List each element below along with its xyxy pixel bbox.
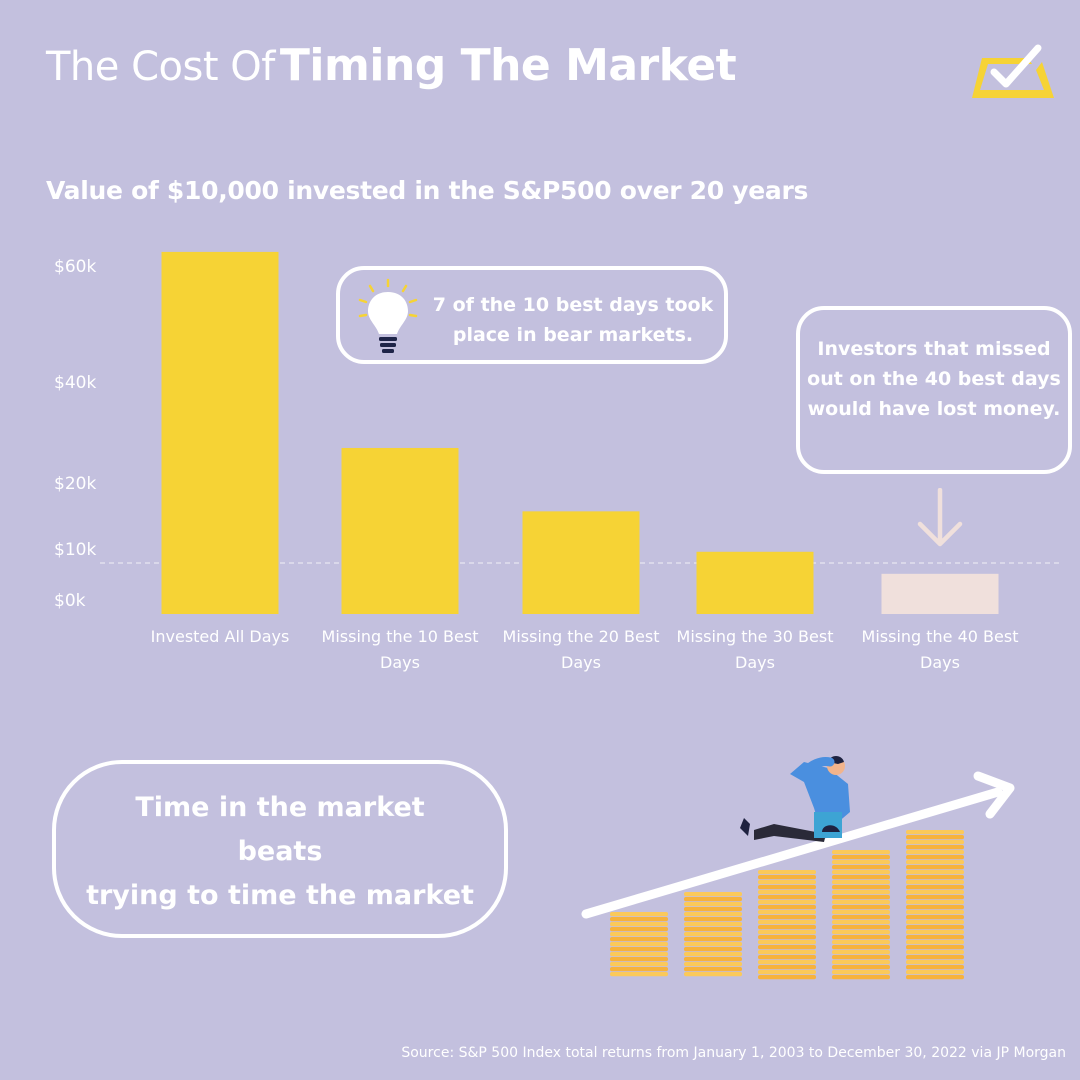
tagline-pill: Time in the market beats trying to time … <box>52 760 508 938</box>
bar-1 <box>161 251 279 615</box>
y-tick-label: $10k <box>54 540 96 560</box>
bar-3 <box>522 511 640 614</box>
x-category-label: Missing the 40 Best Days <box>862 627 1019 672</box>
bar-4 <box>696 551 814 614</box>
tagline-line-3: trying to time the market <box>86 880 474 911</box>
tagline-line-1: Time in the market <box>135 792 425 823</box>
best-days-text: 7 of the 10 best days took place in bear… <box>432 294 714 346</box>
source-note: Source: S&P 500 Index total returns from… <box>401 1045 1066 1061</box>
page-title: The Cost Of Timing The Market <box>46 40 737 91</box>
x-category-label: Missing the 20 Best Days <box>503 627 660 672</box>
relaxing-man-icon <box>740 756 850 842</box>
y-tick-label: $40k <box>54 373 96 393</box>
best-days-callout: 7 of the 10 best days took place in bear… <box>336 266 728 364</box>
x-category-label: Invested All Days <box>151 627 290 646</box>
title-light: The Cost Of <box>46 44 275 90</box>
missed-days-callout: Investors that missed out on the 40 best… <box>796 306 1072 474</box>
lightbulb-icon <box>358 278 418 353</box>
missed-days-text: Investors that missed out on the 40 best… <box>807 338 1061 420</box>
x-category-label: Missing the 10 Best Days <box>322 627 479 672</box>
man-on-rising-coin-stacks-illustration <box>581 756 1015 980</box>
logo-icon <box>972 44 1054 98</box>
bar-2 <box>341 447 459 614</box>
coin-stack-5 <box>906 830 964 980</box>
chart-subtitle: Value of $10,000 invested in the S&P500 … <box>46 176 809 205</box>
y-tick-label: $60k <box>54 257 96 277</box>
coin-stack-3 <box>758 870 816 980</box>
x-category-label: Missing the 30 Best Days <box>677 627 834 672</box>
y-tick-label: $0k <box>54 591 86 611</box>
coin-stack-2 <box>684 892 742 977</box>
coin-stack-1 <box>610 912 668 977</box>
y-tick-label: $20k <box>54 474 96 494</box>
title-bold: Timing The Market <box>279 40 737 91</box>
tagline-line-2: beats <box>237 836 323 867</box>
coin-stack-4 <box>832 850 890 980</box>
down-arrow-icon <box>917 488 963 547</box>
bar-5 <box>881 573 999 614</box>
